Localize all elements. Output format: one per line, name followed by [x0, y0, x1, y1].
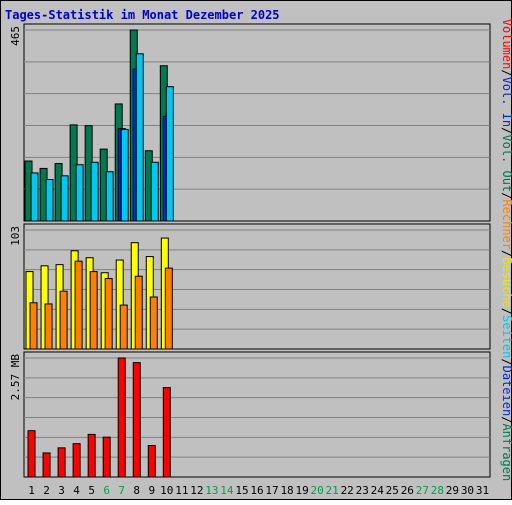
x-tick-label: 26: [401, 484, 414, 497]
side-legend-item: /: [500, 127, 512, 134]
x-tick-label: 2: [43, 484, 50, 497]
chart-panel-3: 2.57 MB: [9, 351, 491, 478]
bar-seiten-day-7: [120, 128, 129, 222]
x-tick-label: 9: [148, 484, 155, 497]
bar-volumen-day-10: [162, 387, 171, 478]
bar-rechner-day-8: [134, 275, 143, 350]
bar-seiten-day-5: [90, 161, 99, 222]
bar-seiten-day-10: [165, 86, 174, 222]
bar-volumen-day-5: [87, 433, 96, 478]
x-tick-label: 17: [265, 484, 278, 497]
bar-volumen-day-6: [102, 436, 111, 478]
bar-seiten-day-8: [135, 53, 144, 222]
bar-seiten-day-2: [45, 179, 54, 222]
x-tick-label: 25: [386, 484, 399, 497]
side-legend-item: Anfragen: [500, 423, 512, 481]
x-tick-label: 29: [446, 484, 459, 497]
bar-seiten-day-1: [30, 172, 39, 222]
x-tick-label: 15: [235, 484, 248, 497]
side-legend: Volumen/Vol. In/Vol. Out/Rechner/Besuche…: [500, 19, 512, 481]
y-axis-max-label: 2.57 MB: [9, 354, 22, 401]
y-axis-max-label: 465: [9, 26, 22, 46]
x-tick-label: 20: [311, 484, 324, 497]
bar-volumen-day-2: [42, 452, 51, 478]
side-legend-item: /: [500, 358, 512, 365]
x-tick-label: 21: [326, 484, 339, 497]
bar-volumen-day-1: [27, 430, 36, 478]
chart-panels: 465 103 2.57 MB: [9, 23, 491, 478]
side-legend-item: /: [500, 192, 512, 199]
x-tick-label: 14: [220, 484, 234, 497]
bar-volumen-day-7: [117, 357, 126, 478]
side-legend-item: Seiten: [500, 315, 512, 358]
side-legend-item: Besuche: [500, 257, 512, 308]
side-legend-item: /: [500, 250, 512, 257]
x-tick-label: 11: [175, 484, 188, 497]
chart-title: Tages-Statistik im Monat Dezember 2025: [5, 8, 280, 22]
side-legend-item: Volumen: [500, 19, 512, 70]
x-tick-label: 1: [28, 484, 35, 497]
chart-panel-1: 465: [9, 23, 491, 222]
side-legend-item: Vol. In: [500, 77, 512, 128]
x-tick-label: 23: [356, 484, 369, 497]
x-tick-label: 3: [58, 484, 65, 497]
bar-volumen-day-9: [147, 445, 156, 478]
plot-frame: [23, 351, 491, 478]
bar-seiten-day-4: [75, 164, 84, 222]
side-legend-item: /: [500, 308, 512, 315]
x-tick-label: 5: [88, 484, 95, 497]
x-tick-label: 4: [73, 484, 80, 497]
x-tick-label: 7: [118, 484, 125, 497]
chart-panel-2: 103: [9, 223, 491, 350]
bar-rechner-day-4: [74, 260, 83, 350]
x-tick-label: 10: [160, 484, 173, 497]
x-tick-label: 16: [250, 484, 263, 497]
bar-rechner-day-1: [29, 302, 38, 350]
bar-rechner-day-7: [119, 304, 128, 350]
y-axis-max-label: 103: [9, 226, 22, 246]
side-legend-item: Rechner: [500, 199, 512, 250]
bar-volumen-day-3: [57, 447, 66, 478]
x-tick-label: 19: [295, 484, 308, 497]
bar-volumen-day-8: [132, 362, 141, 478]
x-tick-label: 22: [341, 484, 354, 497]
x-tick-label: 18: [280, 484, 293, 497]
side-legend-item: Vol. Out: [500, 134, 512, 192]
side-legend-item: /: [500, 416, 512, 423]
side-legend-item: /: [500, 69, 512, 76]
x-tick-label: 28: [431, 484, 444, 497]
x-tick-label: 27: [416, 484, 429, 497]
side-legend-item: Dateien: [500, 366, 512, 417]
x-tick-label: 8: [133, 484, 140, 497]
bar-seiten-day-3: [60, 175, 69, 222]
x-tick-label: 31: [476, 484, 489, 497]
bar-seiten-day-9: [150, 161, 159, 222]
x-tick-label: 24: [371, 484, 385, 497]
bar-rechner-day-6: [104, 278, 113, 350]
x-tick-label: 6: [103, 484, 110, 497]
x-tick-label: 30: [461, 484, 474, 497]
bar-rechner-day-9: [149, 296, 158, 350]
bar-volumen-day-4: [72, 443, 81, 478]
x-tick-labels: 1 2 3 4 5 6 7 8 9 10 11 12 13 14 15 16 17 18 19 20 21 22 23 24 2…: [28, 484, 489, 497]
bar-seiten-day-6: [105, 171, 114, 222]
x-tick-label: 13: [205, 484, 218, 497]
x-tick-label: 12: [190, 484, 203, 497]
bar-rechner-day-5: [89, 271, 98, 350]
bar-rechner-day-3: [59, 290, 68, 350]
bar-rechner-day-2: [44, 303, 53, 350]
bar-rechner-day-10: [164, 267, 173, 350]
